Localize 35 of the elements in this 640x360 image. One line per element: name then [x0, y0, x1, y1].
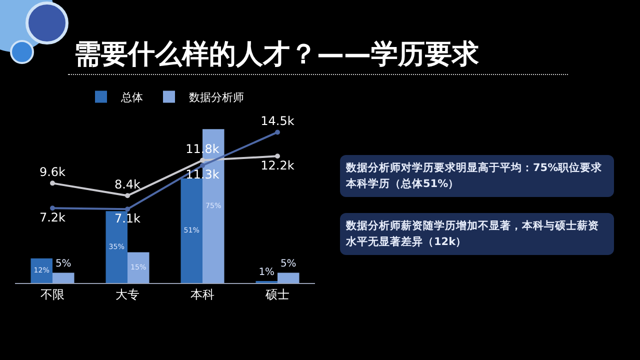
bar [30, 258, 52, 283]
data-label: 5% [280, 258, 296, 270]
x-tick-label: 不限 [40, 287, 64, 302]
data-label: 75% [206, 200, 222, 210]
legend-label: 数据分析师 [189, 91, 244, 104]
x-tick-label: 大专 [116, 287, 140, 302]
data-label: 14.5k [260, 114, 294, 128]
data-label: 35% [108, 242, 125, 251]
data-label: 7.2k [39, 210, 66, 224]
data-label: 15% [130, 262, 147, 272]
x-tick-label: 本科 [190, 287, 214, 302]
point [275, 154, 280, 159]
x-tick-label: 硕士 [264, 287, 290, 302]
point [200, 158, 205, 163]
data-label: 51% [184, 225, 200, 234]
bar [52, 272, 74, 283]
point [50, 180, 55, 186]
point [125, 206, 130, 212]
chart-title: 需要什么样的人才？——学历要求 [74, 38, 479, 72]
text: 数据分析师对学历要求明显高于平均：75%职位要求本科学历（总体51%） [340, 155, 614, 197]
point [275, 130, 280, 135]
bar [128, 252, 150, 283]
data-label: 12% [34, 265, 50, 274]
data-label: 12.2k [260, 158, 294, 172]
legend-label: 总体 [120, 91, 143, 104]
point [50, 206, 55, 211]
point [200, 163, 205, 168]
data-label: 8.4k [114, 178, 141, 192]
data-label: 5% [55, 258, 72, 270]
data-label: 1% [258, 266, 275, 278]
point [125, 193, 130, 198]
data-label: 9.6k [39, 165, 66, 180]
bar [180, 178, 202, 283]
text: 数据分析师薪资随学历增加不显著，本科与硕士薪资水平无显著差异（12k） [340, 213, 614, 255]
bar [278, 272, 300, 283]
